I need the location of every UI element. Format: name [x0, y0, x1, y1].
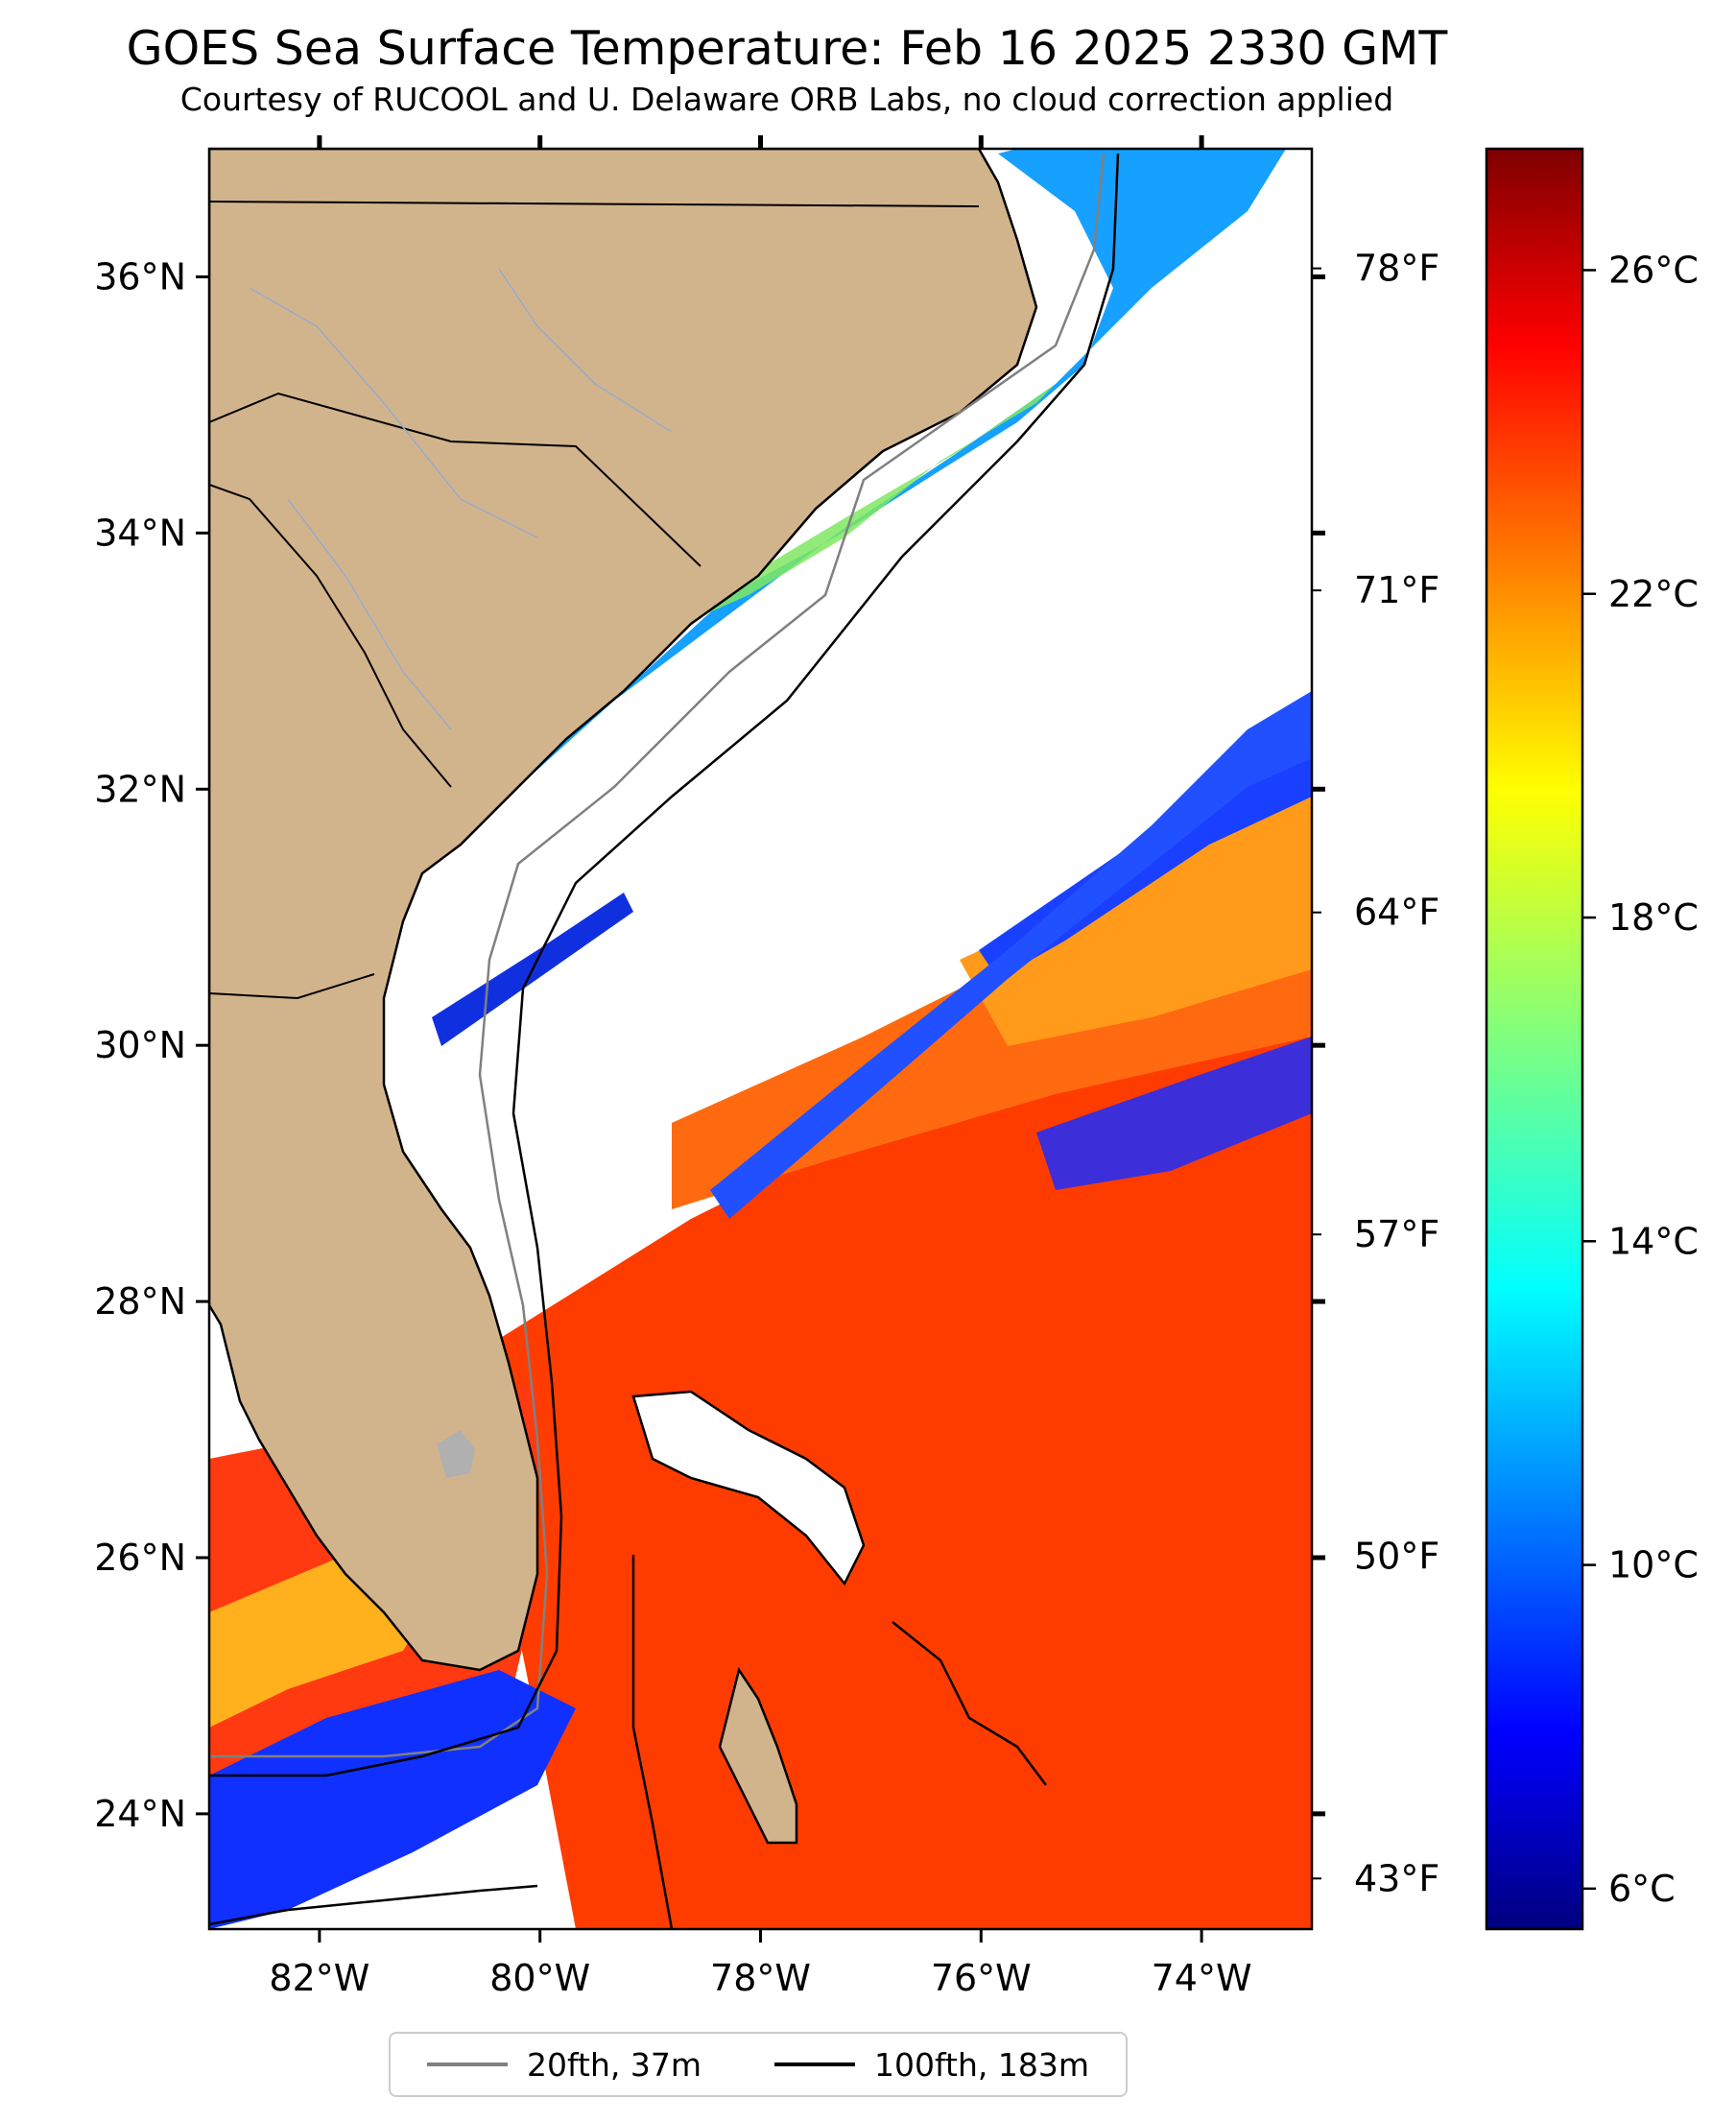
map-area: [209, 149, 1312, 1929]
sst-cold-southwest-patch: [209, 1670, 576, 1929]
bahamas-eleuthera: [892, 1621, 1047, 1786]
colorbar-tick-label: 22°C: [1608, 573, 1699, 615]
fahrenheit-tick-label: 57°F: [1354, 1213, 1439, 1255]
lat-tick-group: 36°N 34°N 32°N 30°N 28°N 26°N 24°N: [94, 255, 1325, 1835]
colorbar: [1485, 147, 1584, 1931]
colorbar-tick-label: 18°C: [1608, 896, 1699, 939]
river-lines: [249, 268, 673, 730]
sst-cold-shelf-carolinas: [413, 149, 1286, 883]
lon-tick-label: 76°W: [931, 1957, 1032, 1999]
state-border-nc-va: [209, 201, 980, 207]
legend-item-20fth: 20fth, 37m: [427, 2046, 702, 2084]
legend-item-100fth: 100fth, 183m: [774, 2046, 1089, 2084]
legend-label-100fth: 100fth, 183m: [874, 2045, 1089, 2084]
fahrenheit-tick-label: 50°F: [1354, 1536, 1439, 1578]
state-border-ga-fl: [209, 973, 375, 1000]
land-southeast-us: [209, 149, 1038, 1672]
legend: 20fth, 37m 100fth, 183m: [389, 2032, 1128, 2097]
lat-tick-label: 24°N: [94, 1793, 186, 1835]
sst-north-front-band: [710, 691, 1312, 1219]
fahrenheit-tick-group: 78°F 71°F 64°F 57°F 50°F 43°F: [1312, 248, 1439, 1899]
lon-tick-label: 80°W: [489, 1957, 590, 1999]
isobath-100fth: [209, 153, 1120, 1929]
lake-okeechobee: [437, 1430, 475, 1478]
lat-tick-label: 30°N: [94, 1024, 186, 1066]
lat-tick-label: 28°N: [94, 1280, 186, 1323]
lat-tick-label: 34°N: [94, 512, 186, 554]
colorbar-tick-label: 14°C: [1608, 1220, 1699, 1262]
colorbar-tick-group: 26°C 22°C 18°C 14°C 10°C 6°C: [1582, 249, 1699, 1910]
lon-tick-label: 82°W: [269, 1957, 369, 1999]
state-border-sc-ga: [209, 484, 452, 788]
bahamas-andros: [718, 1666, 798, 1845]
lon-tick-label: 74°W: [1152, 1957, 1252, 1999]
fahrenheit-tick-label: 78°F: [1354, 248, 1439, 290]
legend-label-20fth: 20fth, 37m: [527, 2045, 702, 2084]
lon-tick-group: 82°W 80°W 78°W 76°W 74°W: [269, 135, 1252, 1999]
fahrenheit-tick-label: 43°F: [1354, 1857, 1439, 1899]
chart-title: GOES Sea Surface Temperature: Feb 16 202…: [126, 21, 1448, 76]
cuba-north-coast: [209, 1884, 538, 1926]
fahrenheit-tick-label: 71°F: [1354, 569, 1439, 611]
colorbar-tick-label: 26°C: [1608, 249, 1699, 291]
colorbar-tick-label: 10°C: [1608, 1544, 1699, 1586]
sst-orange-northeast-field: [960, 797, 1312, 1046]
fahrenheit-tick-label: 64°F: [1354, 892, 1439, 934]
lat-tick-label: 26°N: [94, 1537, 186, 1579]
isobath-20fth: [209, 153, 1106, 1758]
colorbar-tick-label: 6°C: [1608, 1868, 1676, 1910]
sst-cold-east-patch: [1036, 1037, 1312, 1190]
bahamas-grand-bahama: [631, 1390, 866, 1586]
lat-tick-label: 36°N: [94, 255, 186, 298]
legend-swatch-20fth: [427, 2062, 508, 2066]
lat-tick-label: 32°N: [94, 768, 186, 810]
legend-swatch-100fth: [774, 2062, 855, 2066]
lon-tick-label: 78°W: [710, 1957, 811, 1999]
sst-warm-gulfstream-band: [499, 998, 1312, 1929]
chart-subtitle: Courtesy of RUCOOL and U. Delaware ORB L…: [179, 81, 1394, 118]
state-border-nc-sc: [209, 392, 702, 567]
